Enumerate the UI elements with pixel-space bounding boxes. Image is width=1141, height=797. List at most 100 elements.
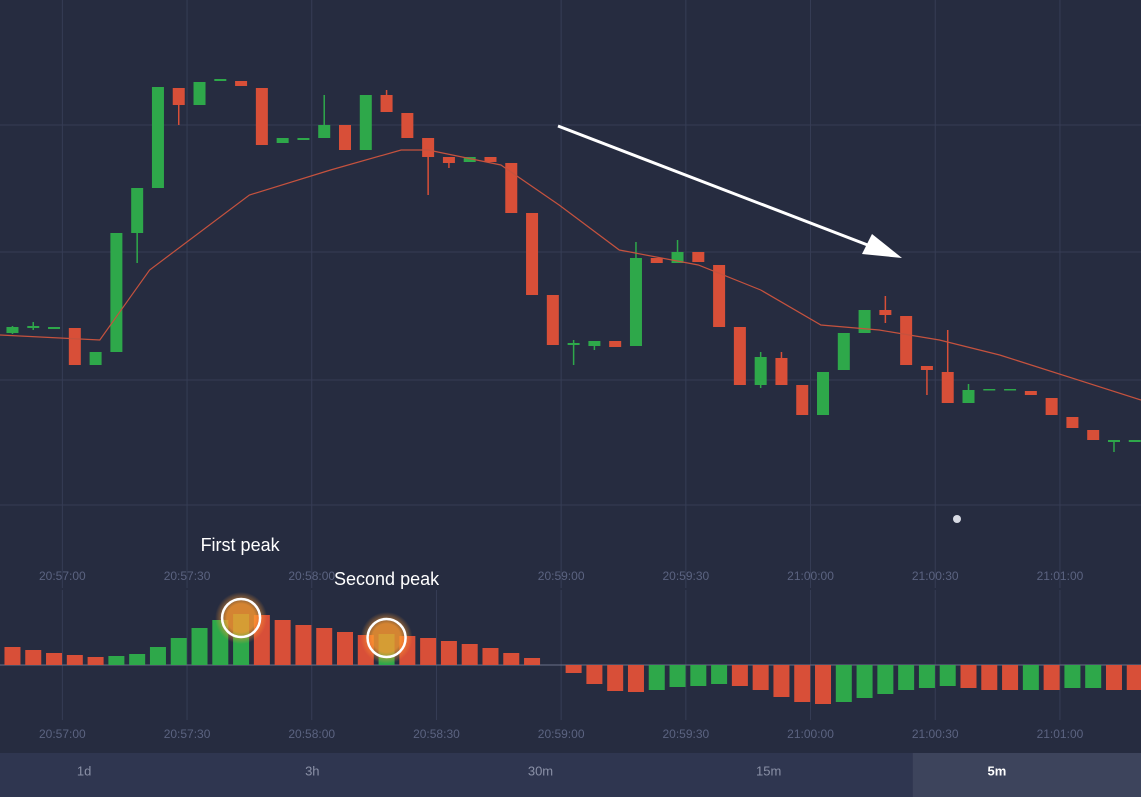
histogram-bar xyxy=(565,665,582,673)
x-tick-label: 20:59:00 xyxy=(538,569,585,583)
candle-body xyxy=(609,341,622,347)
candle-body xyxy=(1087,430,1100,440)
x-tick-label: 20:59:30 xyxy=(662,727,709,741)
annotation: First peak xyxy=(201,535,281,555)
candle-body xyxy=(858,310,871,333)
histogram-bar xyxy=(815,665,832,704)
candle-body xyxy=(110,233,123,352)
histogram-bar xyxy=(524,658,541,665)
trend-arrow xyxy=(557,124,879,251)
x-tick-label: 20:58:00 xyxy=(288,727,335,741)
timeframe-selected xyxy=(912,753,1141,797)
timeframe-button[interactable]: 3h xyxy=(305,763,319,778)
candle-body xyxy=(733,327,746,385)
histogram-bar xyxy=(1002,665,1019,690)
histogram-bar xyxy=(149,647,166,665)
histogram-bar xyxy=(46,653,63,665)
histogram-bar xyxy=(960,665,977,688)
candle-body xyxy=(567,343,580,345)
candle-body xyxy=(526,213,539,295)
histogram-bar xyxy=(461,644,478,665)
candle-body xyxy=(48,327,61,329)
histogram-bar xyxy=(420,638,437,665)
histogram-bar xyxy=(981,665,998,690)
histogram-bar xyxy=(1105,665,1122,690)
candle-body xyxy=(1024,391,1037,395)
candle-body xyxy=(380,95,393,112)
histogram-bar xyxy=(835,665,852,702)
candle-body xyxy=(214,79,227,81)
histogram-bar xyxy=(898,665,915,690)
candle-body xyxy=(962,390,975,403)
cursor-dot xyxy=(953,515,961,523)
candle-body xyxy=(442,157,455,163)
candle-body xyxy=(484,157,497,162)
peak-circle xyxy=(220,597,262,639)
x-tick-label: 20:58:00 xyxy=(288,569,335,583)
candle-body xyxy=(1128,440,1141,442)
candle-body xyxy=(629,258,642,346)
histogram-bar xyxy=(607,665,624,691)
candle-body xyxy=(1004,389,1017,391)
candle-body xyxy=(546,295,559,345)
candle-body xyxy=(692,252,705,262)
histogram-bar xyxy=(295,625,312,665)
histogram-bar xyxy=(648,665,665,690)
histogram-bar xyxy=(129,654,146,665)
histogram-bar xyxy=(918,665,935,688)
histogram-bar xyxy=(752,665,769,690)
histogram-bar xyxy=(1064,665,1081,688)
histogram-bar xyxy=(1085,665,1102,688)
histogram-bar xyxy=(440,641,457,665)
candle-body xyxy=(900,316,913,365)
peak-circle xyxy=(366,617,407,659)
candle-body xyxy=(1066,417,1079,428)
candle-body xyxy=(505,163,518,213)
histogram-bar xyxy=(1043,665,1060,690)
candle-body xyxy=(463,157,476,162)
histogram-bar xyxy=(669,665,686,687)
candle-body xyxy=(131,188,144,233)
x-tick-label: 21:00:00 xyxy=(787,727,834,741)
timeframe-button[interactable]: 1d xyxy=(77,763,91,778)
candle-body xyxy=(837,333,850,370)
x-tick-label: 20:57:30 xyxy=(164,569,211,583)
candle-body xyxy=(775,358,788,385)
timeframe-button[interactable]: 30m xyxy=(528,763,553,778)
histogram-bar xyxy=(1022,665,1039,690)
histogram-bar xyxy=(773,665,790,697)
histogram-bar xyxy=(316,628,333,665)
x-tick-label: 20:59:00 xyxy=(538,727,585,741)
timeframe-button[interactable]: 5m xyxy=(988,763,1007,778)
x-tick-label: 20:58:30 xyxy=(413,727,460,741)
candle-body xyxy=(318,125,331,138)
histogram-bar xyxy=(25,650,42,665)
candle-body xyxy=(359,95,372,150)
candle-body xyxy=(297,138,310,140)
histogram-bar xyxy=(191,628,208,665)
x-tick-label: 21:01:00 xyxy=(1037,569,1084,583)
histogram-bar xyxy=(586,665,603,684)
histogram-bar xyxy=(337,632,354,665)
candle-body xyxy=(983,389,996,391)
histogram-bar xyxy=(856,665,873,698)
x-tick-label: 20:57:00 xyxy=(39,569,86,583)
candle-body xyxy=(796,385,809,415)
histogram-bar xyxy=(66,655,83,665)
candle-body xyxy=(1045,398,1058,415)
annotation: Second peak xyxy=(334,569,440,589)
candle-body xyxy=(941,372,954,403)
arrow-head xyxy=(862,234,902,258)
histogram-bar xyxy=(711,665,728,684)
candle-body xyxy=(817,372,830,415)
histogram-bar xyxy=(170,638,187,665)
timeframe-button[interactable]: 15m xyxy=(756,763,781,778)
candle-body xyxy=(172,88,185,105)
x-tick-label: 21:00:30 xyxy=(912,569,959,583)
candle-body xyxy=(89,352,102,365)
candle-body xyxy=(713,265,726,327)
candle-body xyxy=(754,357,767,385)
histogram-bar xyxy=(108,656,125,665)
candle-body xyxy=(671,252,684,263)
